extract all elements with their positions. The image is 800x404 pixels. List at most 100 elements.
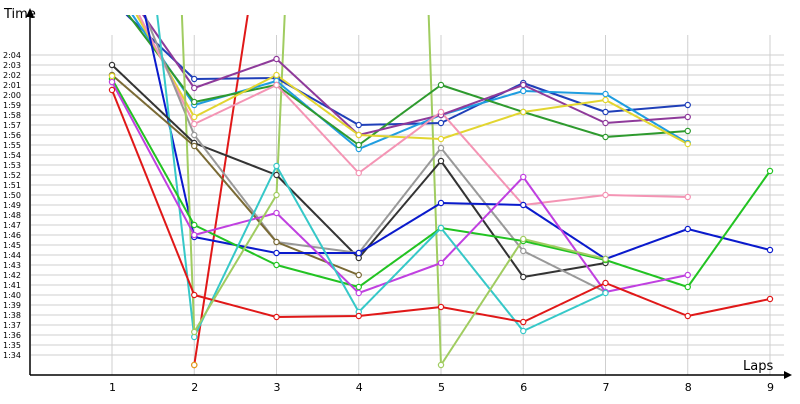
series-point bbox=[602, 96, 609, 104]
series-point bbox=[602, 289, 609, 297]
series-point bbox=[602, 133, 609, 141]
series-point bbox=[355, 169, 362, 177]
y-tick-label: 1:42 bbox=[3, 271, 21, 280]
y-tick-label: 1:34 bbox=[3, 351, 21, 360]
y-tick-label: 1:54 bbox=[3, 151, 21, 160]
plot-area bbox=[108, 15, 774, 369]
series-point bbox=[191, 131, 198, 139]
x-tick-labels: 1 2 3 4 5 6 7 8 9 bbox=[109, 381, 774, 394]
y-tick-label: 1:45 bbox=[3, 241, 21, 250]
series-point bbox=[684, 283, 691, 291]
series-point bbox=[108, 72, 116, 80]
series-point bbox=[273, 171, 280, 179]
y-tick-label: 1:55 bbox=[3, 141, 21, 150]
series-point bbox=[766, 167, 774, 175]
series-line bbox=[193, 202, 771, 260]
series-point bbox=[108, 78, 116, 86]
y-tick-label: 1:52 bbox=[3, 171, 21, 180]
series-offchart-segment bbox=[180, 15, 196, 333]
y-tick-label: 1:37 bbox=[3, 321, 21, 330]
series-point bbox=[520, 201, 527, 209]
series-point bbox=[520, 247, 527, 255]
series-point bbox=[273, 191, 280, 199]
series-point bbox=[273, 162, 280, 170]
y-tick-label: 1:35 bbox=[3, 341, 21, 350]
x-tick-label: 3 bbox=[274, 381, 281, 394]
series-point bbox=[520, 273, 527, 281]
series-point bbox=[273, 209, 280, 217]
series-line bbox=[193, 165, 607, 338]
series-point bbox=[273, 313, 280, 321]
y-tick-label: 1:58 bbox=[3, 111, 21, 120]
series-point bbox=[273, 71, 280, 79]
x-tick-label: 7 bbox=[603, 381, 610, 394]
series-point bbox=[602, 191, 609, 199]
series-point bbox=[273, 238, 280, 246]
series-point bbox=[191, 120, 198, 128]
series-point bbox=[437, 361, 445, 369]
x-tick-label: 6 bbox=[520, 381, 527, 394]
series-point bbox=[355, 312, 362, 320]
x-tick-label: 4 bbox=[356, 381, 363, 394]
x-tick-label: 2 bbox=[191, 381, 198, 394]
y-tick-label: 1:56 bbox=[3, 131, 21, 140]
series-point bbox=[355, 271, 362, 279]
series-point bbox=[191, 113, 198, 121]
y-tick-label: 1:51 bbox=[3, 181, 21, 190]
series-point bbox=[355, 131, 362, 139]
y-tick-label: 1:36 bbox=[3, 331, 21, 340]
series-point bbox=[108, 86, 116, 94]
y-tick-label: 1:53 bbox=[3, 161, 21, 170]
x-axis-title: Laps bbox=[743, 359, 773, 374]
series-point bbox=[684, 193, 691, 201]
series-point bbox=[684, 101, 691, 109]
y-tick-label: 1:48 bbox=[3, 211, 21, 220]
series-line bbox=[193, 194, 278, 333]
series-point bbox=[108, 61, 116, 69]
series-point bbox=[520, 327, 527, 335]
series-point bbox=[191, 98, 198, 106]
y-tick-label: 1:40 bbox=[3, 291, 21, 300]
series-point bbox=[191, 142, 198, 150]
series-point bbox=[437, 303, 445, 311]
series-offchart-segment bbox=[142, 15, 196, 89]
series-line bbox=[193, 134, 607, 293]
gridlines bbox=[31, 35, 784, 375]
series-point bbox=[273, 249, 280, 257]
series-point bbox=[437, 157, 445, 165]
series-offchart-segment bbox=[156, 15, 196, 338]
y-tick-label: 1:38 bbox=[3, 311, 21, 320]
y-axis-title: Time bbox=[3, 7, 36, 22]
y-tick-labels: 1:341:351:361:371:381:391:401:411:421:43… bbox=[3, 51, 21, 360]
series-line bbox=[111, 74, 360, 276]
series-point bbox=[355, 249, 362, 257]
series-point bbox=[437, 135, 445, 143]
series-point bbox=[191, 231, 198, 239]
series-point bbox=[355, 121, 362, 129]
series-point bbox=[437, 108, 445, 116]
y-tick-label: 1:46 bbox=[3, 231, 21, 240]
y-tick-label: 2:00 bbox=[3, 91, 21, 100]
series-line bbox=[111, 81, 689, 294]
series-point bbox=[355, 141, 362, 149]
series-point bbox=[437, 259, 445, 267]
y-tick-label: 1:50 bbox=[3, 191, 21, 200]
series-point bbox=[437, 144, 445, 152]
series-point bbox=[684, 271, 691, 279]
series-point bbox=[520, 235, 527, 243]
series-point bbox=[191, 291, 198, 299]
series-point bbox=[191, 75, 198, 83]
series-point bbox=[273, 261, 280, 269]
series-point bbox=[437, 119, 445, 127]
series-point bbox=[602, 279, 609, 287]
series-point bbox=[684, 225, 691, 233]
series-point bbox=[437, 81, 445, 89]
series-point bbox=[355, 289, 362, 297]
series-point bbox=[766, 246, 774, 254]
y-tick-label: 2:04 bbox=[3, 51, 21, 60]
series-point bbox=[191, 221, 198, 229]
y-tick-label: 1:41 bbox=[3, 281, 21, 290]
series-point bbox=[273, 55, 280, 63]
series-point bbox=[602, 90, 609, 98]
